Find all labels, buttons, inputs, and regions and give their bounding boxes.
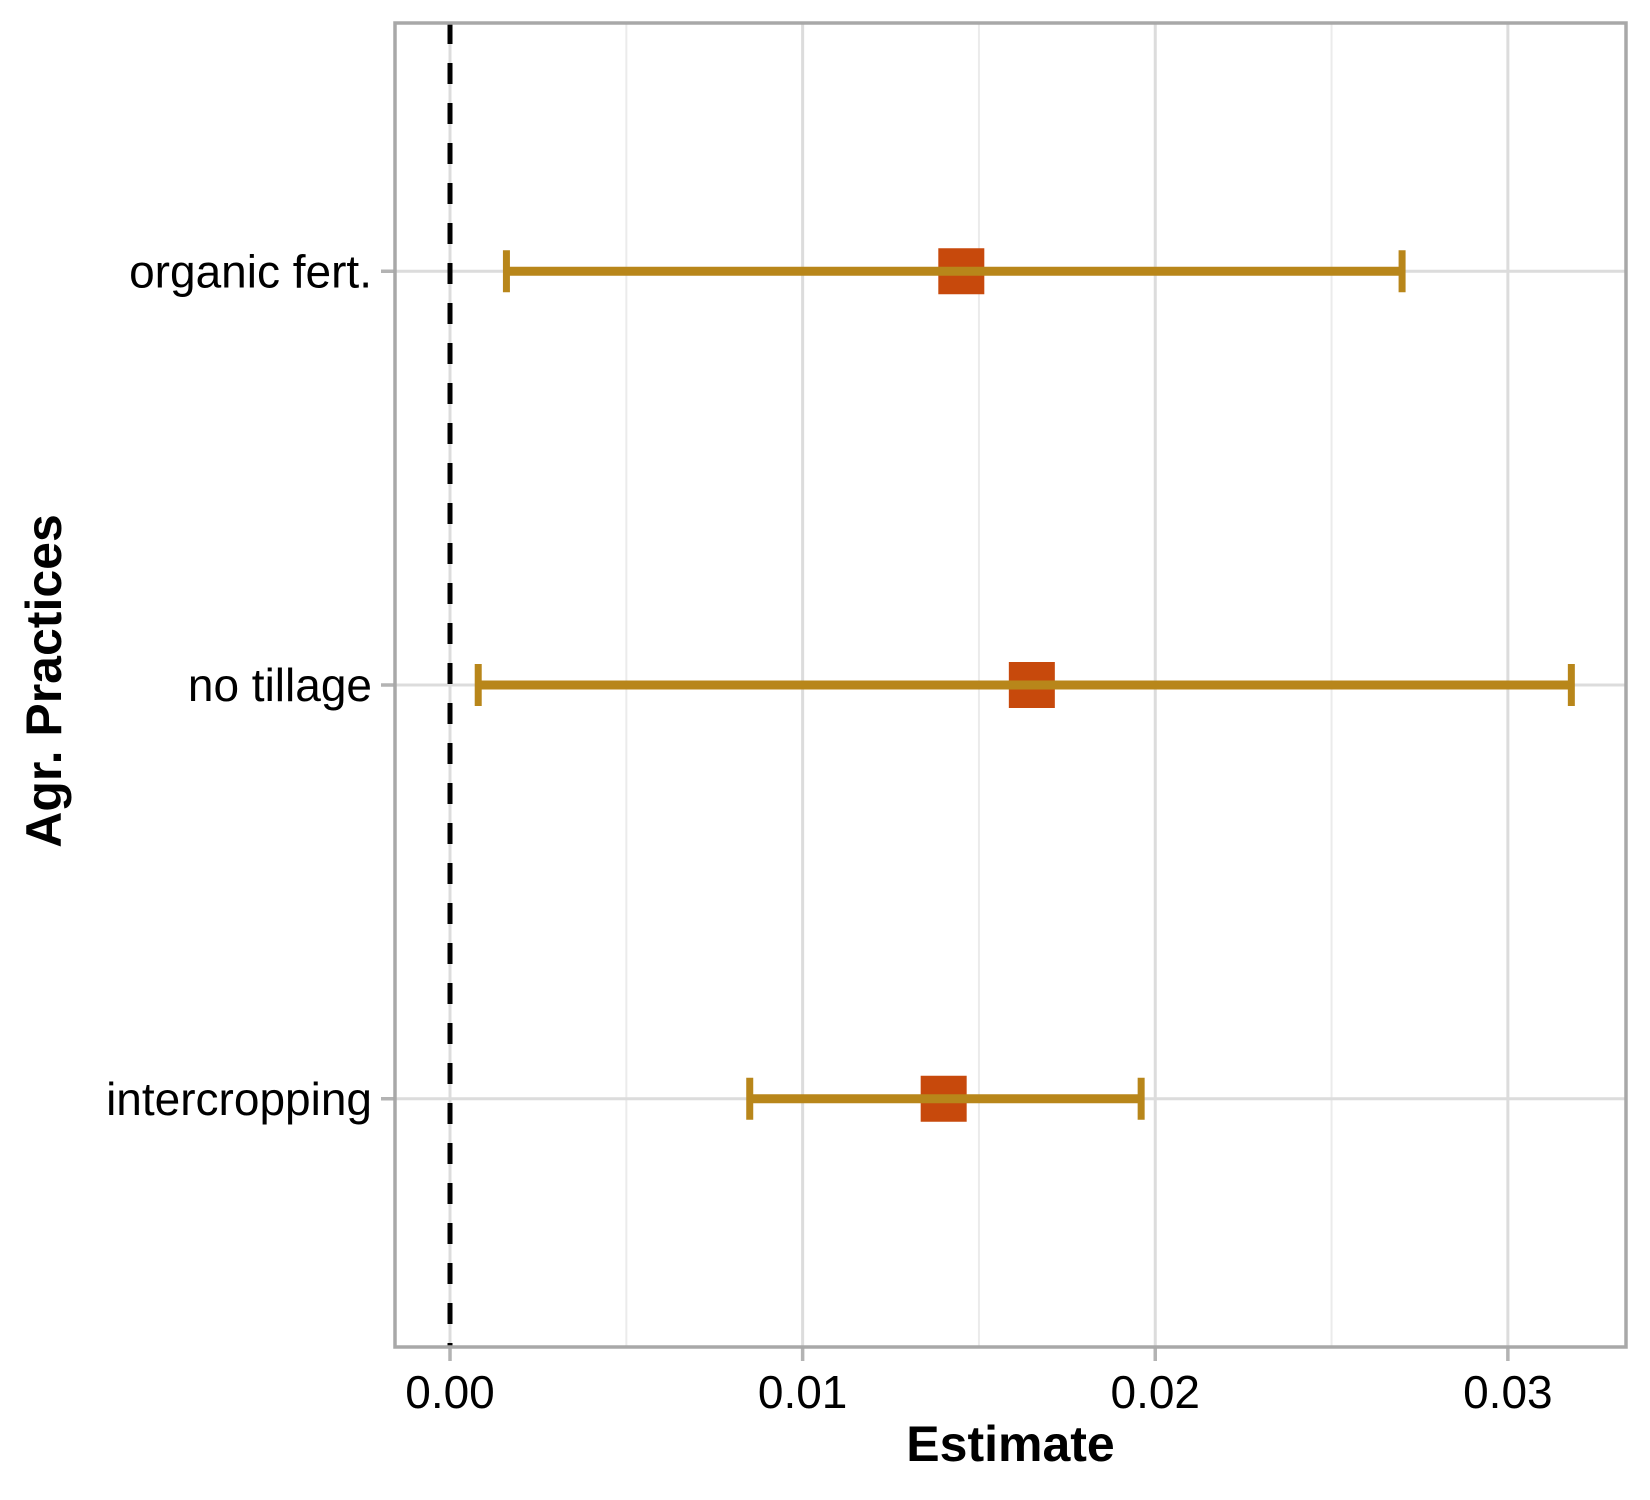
plot-panel-border [393, 21, 1628, 1349]
y-category-label: intercropping [106, 1073, 372, 1125]
y-category-label: no tillage [188, 659, 372, 711]
y-axis-title: Agr. Practices [16, 514, 72, 848]
x-tick-label: 0.01 [758, 1366, 848, 1418]
x-tick-label: 0.00 [405, 1366, 495, 1418]
y-category-label: organic fert. [129, 245, 372, 297]
x-tick-label: 0.02 [1110, 1366, 1200, 1418]
x-axis-title: Estimate [906, 1416, 1115, 1472]
x-tick-label: 0.03 [1463, 1366, 1553, 1418]
